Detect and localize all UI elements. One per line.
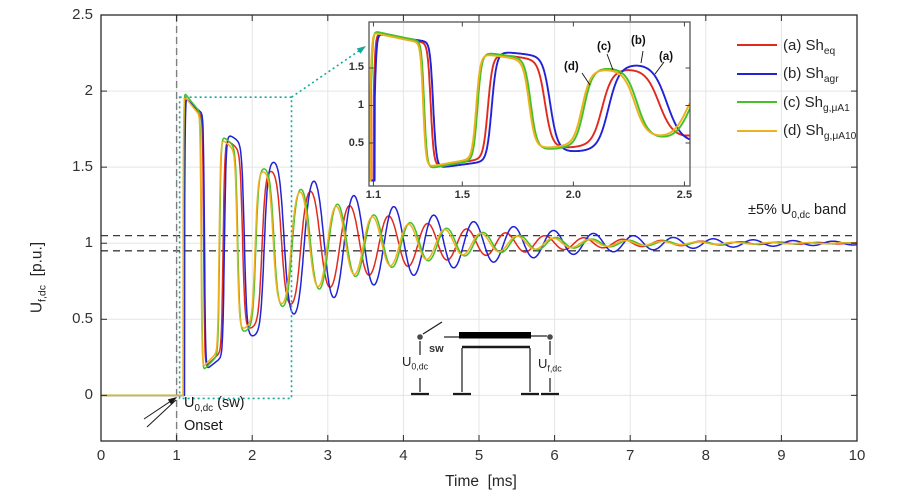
legend-item-a: (a) Sheq [737, 31, 856, 60]
inset-callout-b: (b) [631, 35, 646, 47]
band-annotation: ±5% U0,dc band [748, 202, 847, 221]
main-series [101, 93, 857, 397]
series-b-curve [101, 99, 857, 397]
series-d-curve [369, 32, 690, 182]
inset-callout-c: (c) [597, 41, 612, 53]
inset-tick-marks [369, 22, 690, 186]
series-a-curve [369, 33, 690, 182]
inset-box [368, 21, 691, 187]
onset-arrow [143, 397, 177, 420]
inset-y-tick-label: 1.5 [348, 61, 364, 74]
x-tick-label: 4 [399, 447, 408, 464]
legend-item-b: (b) Shagr [737, 60, 856, 89]
switch-lever-icon [422, 321, 443, 335]
schematic-left-node [417, 334, 423, 340]
x-tick-label: 0 [96, 447, 106, 464]
legend-label-b: (b) Shagr [783, 65, 839, 86]
legend-label-a: (a) Sheq [783, 36, 836, 57]
onset-source-annotation: U0,dc (sw) [184, 395, 245, 414]
x-axis-label: Time [ms] [445, 473, 517, 490]
x-tick-label: 8 [701, 447, 710, 464]
series-c-curve [369, 31, 690, 182]
inset-y-tick-label: 0.5 [348, 136, 364, 149]
inset-x-tick-label: 1.1 [365, 189, 382, 201]
inset-callout-d: (d) [564, 61, 579, 73]
inset-callout-a: (a) [659, 51, 674, 63]
y-tick-label: 0.5 [72, 309, 93, 327]
schematic-terminal-label: Uf,dc [538, 356, 562, 374]
series-b-curve [369, 33, 690, 182]
onset-arrow-tail [146, 399, 177, 428]
y-tick-label: 2.5 [72, 5, 93, 23]
legend: (a) Sheq (b) Shagr (c) Shg,μA1 (d) Shg,μ… [737, 31, 856, 145]
legend-line-c-icon [737, 101, 777, 104]
y-tick-label: 2 [84, 81, 93, 99]
series-d-curve [101, 96, 857, 397]
inset-y-tick-label: 1 [357, 99, 364, 111]
x-tick-label: 9 [777, 447, 786, 464]
tick-marks [100, 14, 858, 441]
y-tick-label: 1.5 [72, 157, 93, 175]
legend-line-b-icon [737, 72, 777, 75]
x-tick-label: 7 [626, 447, 635, 464]
y-tick-label: 0 [84, 385, 93, 403]
y-axis-label: Uf,dc [p.u.] [28, 241, 49, 314]
onset-annotation: Onset [184, 418, 223, 434]
inset-callout-leaders [581, 50, 665, 86]
zoom-connector-arrow [291, 46, 366, 98]
cable-core-bar [459, 332, 531, 339]
x-tick-label: 5 [474, 447, 484, 464]
schematic-source-label: U0,dc [402, 354, 429, 372]
schematic-right-node [547, 334, 553, 340]
inset-x-tick-label: 1.5 [454, 189, 470, 201]
legend-label-d: (d) Shg,μA10 [783, 122, 857, 143]
legend-line-a-icon [737, 44, 777, 47]
x-tick-label: 1 [172, 447, 181, 464]
schematic-switch-label: sw [429, 343, 444, 355]
inset-x-tick-label: 2.5 [676, 189, 693, 201]
inset-series [369, 31, 690, 182]
legend-item-c: (c) Shg,μA1 [737, 88, 856, 117]
legend-item-d: (d) Shg,μA10 [737, 117, 856, 146]
x-tick-label: 3 [323, 447, 332, 464]
x-tick-label: 10 [848, 447, 866, 464]
legend-label-c: (c) Shg,μA1 [783, 93, 850, 114]
y-tick-label: 1 [84, 233, 93, 251]
circuit-schematic [411, 321, 559, 396]
legend-line-d-icon [737, 129, 777, 132]
inset-x-tick-label: 2.0 [565, 189, 582, 201]
x-tick-label: 2 [248, 447, 257, 464]
zoom-region-rect [178, 96, 293, 400]
x-tick-label: 6 [550, 447, 559, 464]
